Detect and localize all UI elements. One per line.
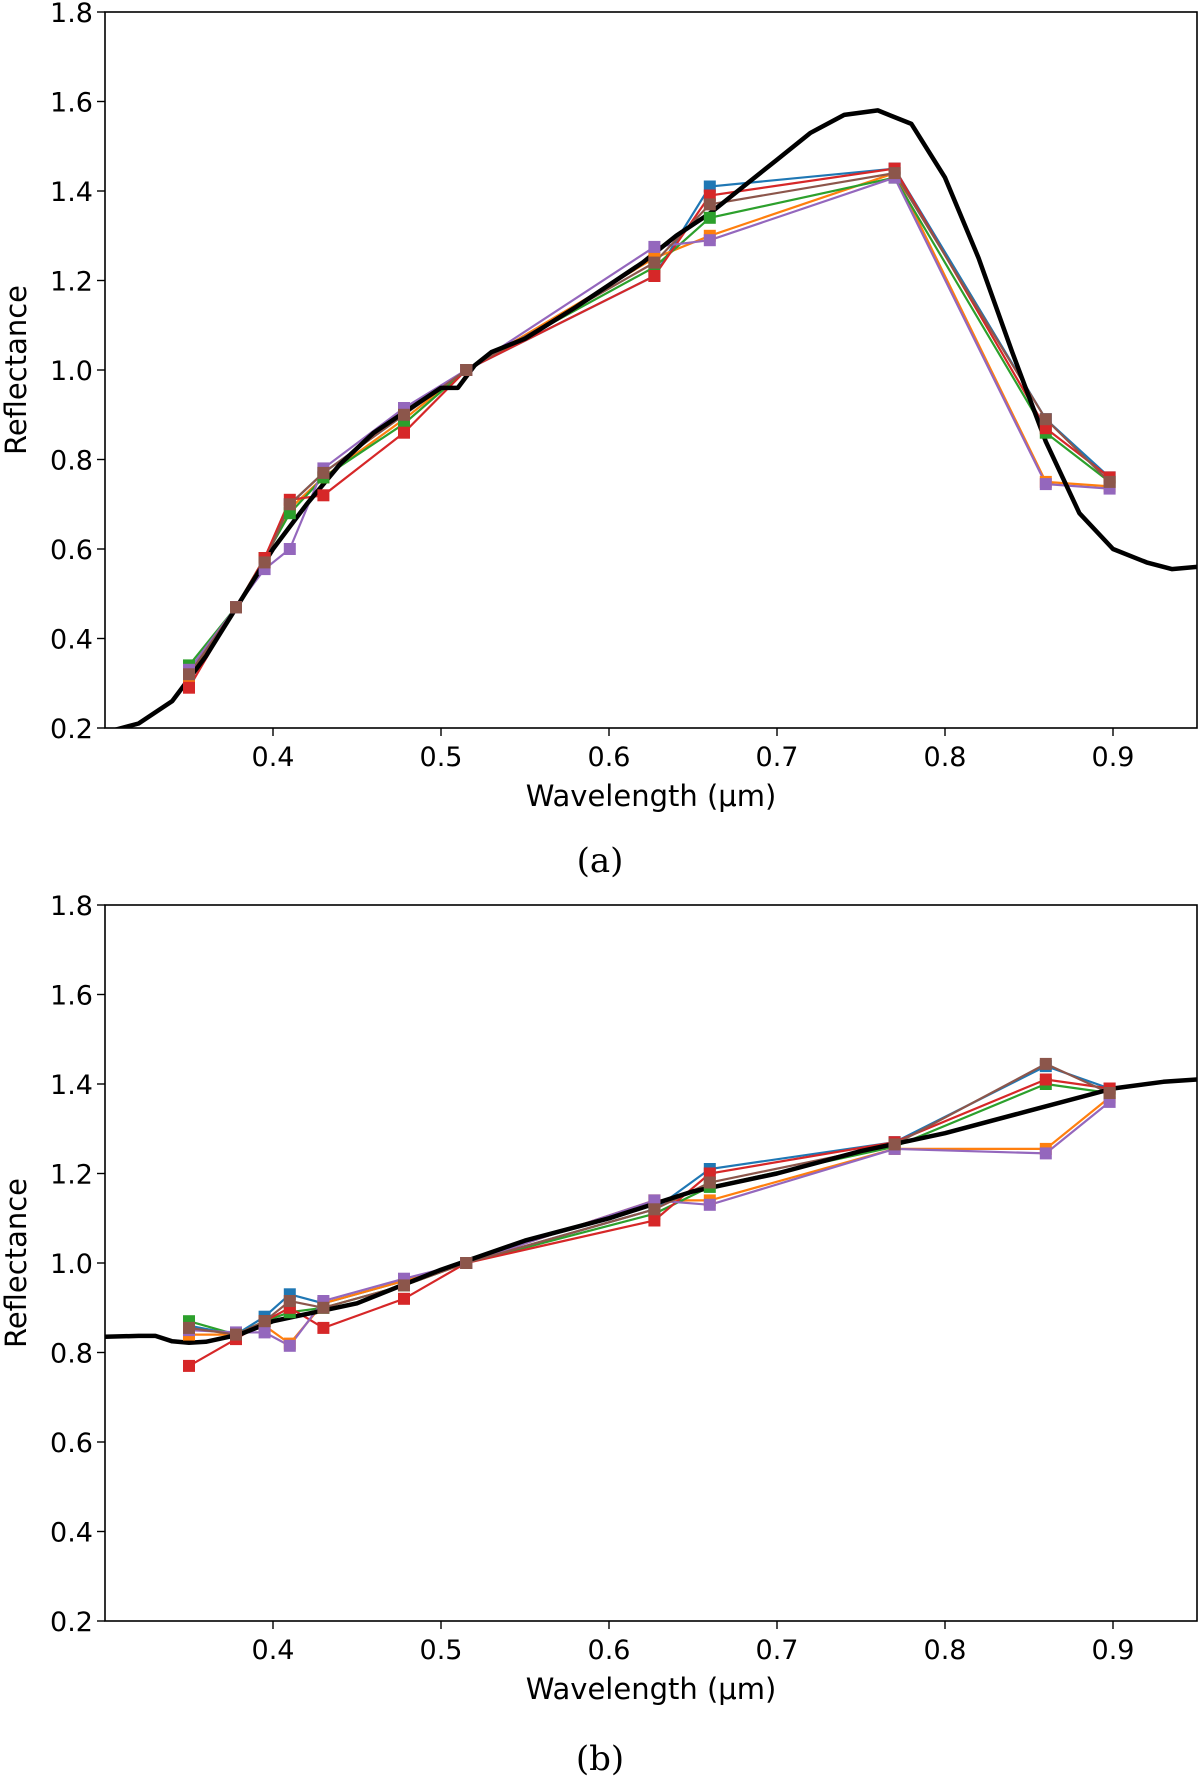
x-tick-label: 0.6: [588, 1635, 631, 1666]
series-marker-red: [317, 489, 330, 502]
x-tick-label: 0.6: [588, 742, 631, 773]
panel-a: 0.2 0.4 0.6 0.8 1.0 1.2 1.4 1.6 1.8 0.4 0.5 0.6 0.7…: [0, 0, 1198, 881]
series-marker-purple: [258, 1326, 271, 1339]
series-marker-brown: [283, 1295, 296, 1307]
y-tick-label: 1.4: [50, 1070, 93, 1101]
y-tick-label: 1.4: [50, 177, 93, 208]
y-tick-label: 0.6: [50, 1428, 93, 1459]
series-marker-brown: [258, 1315, 271, 1328]
plot-area: [113, 108, 1197, 728]
series-line-purple: [188, 176, 1110, 671]
series-marker-brown: [283, 498, 296, 511]
series-marker-brown: [183, 668, 195, 681]
panel-a-y-axis-label: Reflectance: [0, 285, 33, 455]
panel-a-plot-frame: [104, 11, 1198, 729]
y-tick-label: 1.8: [50, 0, 93, 29]
series-marker-brown: [1039, 413, 1052, 426]
series-marker-brown: [317, 1301, 330, 1314]
series-marker-purple: [648, 240, 661, 253]
y-tick-label: 0.4: [50, 625, 93, 656]
series-marker-purple: [283, 543, 296, 555]
x-tick-label: 0.5: [420, 742, 463, 773]
panel-a-data: [113, 108, 1197, 728]
series-marker-brown: [648, 256, 661, 269]
x-tick-label: 0.5: [420, 1635, 463, 1666]
y-tick-label: 1.2: [50, 1160, 93, 1191]
x-tick-label: 0.4: [252, 742, 295, 773]
series-marker-brown: [1103, 475, 1116, 488]
series-marker-purple: [703, 234, 716, 247]
series-marker-brown: [230, 1328, 242, 1341]
y-tick-label: 0.6: [50, 535, 93, 566]
reference-spectrum-line: [113, 108, 1197, 728]
series-marker-red: [183, 1359, 195, 1372]
x-tick-label: 0.9: [1092, 1635, 1135, 1666]
series-marker-brown: [703, 198, 716, 211]
series-marker-brown: [398, 1279, 410, 1292]
series-marker-brown: [258, 556, 271, 569]
y-tick-label: 0.2: [50, 1607, 93, 1638]
y-tick-label: 1.8: [50, 891, 93, 922]
series-marker-red: [648, 270, 661, 282]
panel-a-x-ticks: 0.4 0.5 0.6 0.7 0.8 0.9: [252, 728, 1135, 773]
y-tick-label: 1.6: [50, 88, 93, 119]
panel-a-x-axis-label: Wavelength (μm): [526, 779, 777, 813]
x-tick-label: 0.8: [924, 1635, 967, 1666]
series-marker-brown: [888, 1138, 901, 1151]
series-marker-purple: [1039, 1147, 1052, 1160]
panel-b-plot-frame: [104, 904, 1198, 1622]
series-marker-brown: [1039, 1057, 1052, 1070]
y-tick-label: 0.2: [50, 714, 93, 745]
series-marker-brown: [888, 167, 901, 180]
series-marker-purple: [283, 1339, 296, 1352]
series-marker-brown: [648, 1203, 661, 1216]
y-tick-label: 1.0: [50, 1249, 93, 1280]
series-marker-brown: [398, 408, 410, 421]
series-marker-brown: [460, 364, 473, 376]
panel-a-caption: (a): [577, 841, 624, 881]
series-marker-red: [648, 1214, 661, 1227]
y-tick-label: 0.8: [50, 446, 93, 477]
series-marker-brown: [1103, 1087, 1116, 1099]
panel-b-data: [105, 1057, 1197, 1372]
series-marker-brown: [183, 1321, 195, 1334]
series-marker-brown: [703, 1176, 716, 1189]
panel-b-caption: (b): [576, 1739, 624, 1779]
series-marker-red: [183, 681, 195, 694]
y-tick-label: 1.6: [50, 981, 93, 1012]
plot-area: [105, 1057, 1197, 1372]
y-tick-label: 0.4: [50, 1518, 93, 1549]
panel-b-x-axis-label: Wavelength (μm): [526, 1672, 777, 1706]
series-marker-brown: [230, 601, 242, 614]
x-tick-label: 0.7: [756, 742, 799, 773]
panel-b-y-axis-label: Reflectance: [0, 1178, 33, 1348]
series-marker-red: [317, 1321, 330, 1334]
panel-a-y-ticks: 0.2 0.4 0.6 0.8 1.0 1.2 1.4 1.6 1.8: [50, 0, 105, 745]
series-marker-brown: [317, 466, 330, 479]
x-tick-label: 0.9: [1092, 742, 1135, 773]
series-marker-red: [398, 426, 410, 439]
y-tick-label: 1.2: [50, 267, 93, 298]
series-marker-brown: [460, 1257, 473, 1269]
y-tick-label: 1.0: [50, 356, 93, 387]
panel-b-y-ticks: 0.2 0.4 0.6 0.8 1.0 1.2 1.4 1.6 1.8: [50, 891, 105, 1638]
reference-spectrum-line: [105, 1077, 1197, 1345]
series-marker-red: [398, 1292, 410, 1305]
x-tick-label: 0.7: [756, 1635, 799, 1666]
panel-b-x-ticks: 0.4 0.5 0.6 0.7 0.8 0.9: [252, 1621, 1135, 1666]
panel-b: 0.2 0.4 0.6 0.8 1.0 1.2 1.4 1.6 1.8 0.4 0.5 0.6 0.7…: [0, 891, 1198, 1779]
series-marker-green: [703, 211, 716, 224]
series-marker-purple: [703, 1198, 716, 1211]
x-tick-label: 0.4: [252, 1635, 295, 1666]
series-marker-red: [1039, 1073, 1052, 1086]
y-tick-label: 0.8: [50, 1339, 93, 1370]
x-tick-label: 0.8: [924, 742, 967, 773]
series-marker-purple: [1039, 478, 1052, 491]
